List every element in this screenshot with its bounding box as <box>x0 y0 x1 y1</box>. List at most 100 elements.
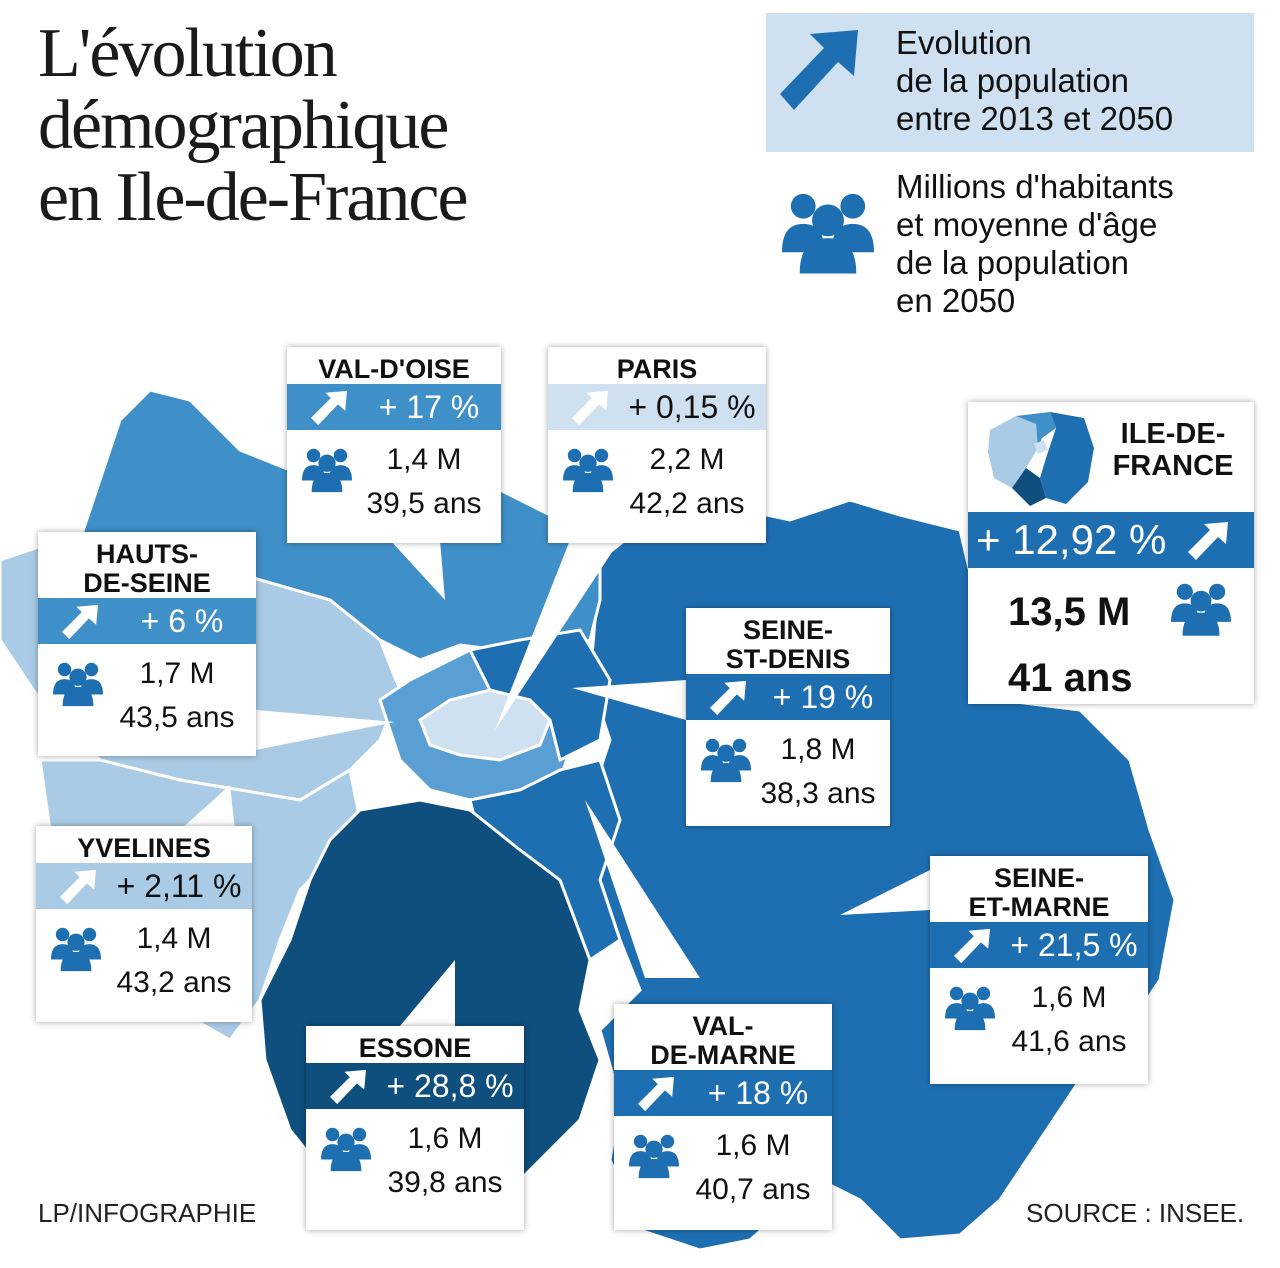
department-name-line: PARIS <box>616 354 698 384</box>
department-change: + 0,15 % <box>628 389 756 425</box>
arrow-up-right-icon <box>60 869 96 905</box>
region-change-band: + 12,92 % <box>968 512 1254 568</box>
department-stats: 1,8 M 38,3 ans <box>686 720 890 820</box>
department-name-line: DE-SEINE <box>83 568 211 598</box>
department-age: 39,5 ans <box>366 487 482 520</box>
department-card-hauts-de-seine: HAUTS- DE-SEINE + 6 % 1,7 M 43,5 ans <box>38 532 256 756</box>
department-stats: 1,4 M 39,5 ans <box>287 430 501 530</box>
department-stats: 1,4 M 43,2 ans <box>36 909 252 1009</box>
department-name: SEINE- ET-MARNE <box>930 856 1148 922</box>
source-label: SOURCE : INSEE. <box>1026 1198 1245 1228</box>
arrow-up-right-icon <box>780 30 858 110</box>
department-name-line: VAL- <box>692 1011 754 1041</box>
legend-evolution-line: entre 2013 et 2050 <box>896 100 1174 137</box>
department-age: 40,7 ans <box>695 1173 811 1206</box>
department-population: 2,2 M <box>649 443 725 476</box>
people-group-icon <box>51 927 101 972</box>
pointer-seine-st-denis <box>572 680 686 720</box>
pointer-val-d-oise <box>390 540 445 600</box>
arrow-up-right-icon <box>954 928 990 964</box>
department-population: 1,4 M <box>136 922 212 955</box>
department-name: YVELINES <box>36 826 252 863</box>
department-name-line: ET-MARNE <box>968 892 1110 922</box>
region-change: + 12,92 % <box>976 516 1167 563</box>
department-name-line: SEINE- <box>993 863 1085 893</box>
pointer-val-de-marne <box>585 800 700 978</box>
department-card-paris: PARIS + 0,15 % 2,2 M 42,2 ans <box>548 347 766 543</box>
people-group-icon <box>1171 583 1231 636</box>
department-name-line: DE-MARNE <box>650 1040 796 1070</box>
department-population: 1,8 M <box>780 733 856 766</box>
title-line-2: démographique <box>38 87 449 164</box>
department-card-val-de-marne: VAL- DE-MARNE + 18 % 1,6 M 40,7 ans <box>614 1004 832 1230</box>
department-name-line: VAL-D'OISE <box>318 354 470 384</box>
department-change: + 2,11 % <box>116 868 242 904</box>
department-name: ESSONE <box>306 1026 524 1063</box>
department-change: + 6 % <box>140 603 224 639</box>
department-card-essone: ESSONE + 28,8 % 1,6 M 39,8 ans <box>306 1026 524 1230</box>
department-population: 1,6 M <box>407 1122 483 1155</box>
department-change-band: + 17 % <box>287 384 501 430</box>
department-age: 38,3 ans <box>760 777 876 810</box>
department-stats: 1,6 M 41,6 ans <box>930 968 1148 1068</box>
department-name-line: SEINE- <box>742 615 834 645</box>
department-change-band: + 18 % <box>614 1070 832 1116</box>
department-change: + 21,5 % <box>1010 927 1138 963</box>
department-stats: 1,6 M 39,8 ans <box>306 1109 524 1209</box>
department-change-band: + 28,8 % <box>306 1063 524 1109</box>
arrow-up-right-icon <box>62 604 98 640</box>
department-stats: 1,7 M 43,5 ans <box>38 644 256 744</box>
people-group-icon <box>701 738 751 783</box>
pointer-yvelines <box>180 785 235 830</box>
department-name: PARIS <box>548 347 766 384</box>
region-name-line: ILE-DE- <box>1120 418 1226 450</box>
page-title: L'évolution démographique en Ile-de-Fran… <box>38 18 598 234</box>
region-name-line: FRANCE <box>1112 450 1234 482</box>
people-group-icon <box>629 1134 679 1179</box>
department-change-band: + 21,5 % <box>930 922 1148 968</box>
legend-population-line: en 2050 <box>896 282 1016 319</box>
region-paris <box>418 688 552 762</box>
ile-de-france-mini-map-icon <box>988 412 1094 506</box>
department-name: SEINE- ST-DENIS <box>686 608 890 674</box>
department-age: 39,8 ans <box>387 1166 503 1199</box>
department-name: HAUTS- DE-SEINE <box>38 532 256 598</box>
department-card-val-d-oise: VAL-D'OISE + 17 % 1,4 M 39,5 ans <box>287 347 501 543</box>
arrow-up-right-icon <box>572 390 608 426</box>
arrow-up-right-icon <box>710 680 746 716</box>
department-stats: 1,6 M 40,7 ans <box>614 1116 832 1216</box>
region-summary-card: ILE-DE- FRANCE + 12,92 % 13,5 M 41 ans <box>968 402 1254 704</box>
department-card-seine-st-denis: SEINE- ST-DENIS + 19 % 1,8 M 38,3 ans <box>686 608 890 826</box>
region-population: 13,5 M <box>1008 590 1131 634</box>
pointer-seine-et-marne <box>840 870 930 915</box>
department-age: 43,5 ans <box>119 701 235 734</box>
department-change-band: + 6 % <box>38 598 256 644</box>
department-name-line: ST-DENIS <box>725 644 851 674</box>
people-group-icon <box>782 193 874 274</box>
department-age: 42,2 ans <box>629 487 745 520</box>
department-change: + 19 % <box>772 679 874 715</box>
pointer-hauts-de-seine <box>256 710 395 750</box>
pointer-paris <box>495 540 620 730</box>
legend-population-line: Millions d'habitants <box>896 168 1174 205</box>
department-population: 1,6 M <box>1031 981 1107 1014</box>
department-name-line: YVELINES <box>77 833 211 863</box>
region-name: ILE-DE- FRANCE <box>1098 418 1248 482</box>
legend-population-line: de la population <box>896 244 1130 281</box>
legend-evolution-line: Evolution <box>896 24 1032 61</box>
people-group-icon <box>53 662 103 707</box>
department-population: 1,7 M <box>139 657 215 690</box>
title-line-3: en Ile-de-France <box>38 159 469 236</box>
people-group-icon <box>321 1127 371 1172</box>
department-card-seine-et-marne: SEINE- ET-MARNE + 21,5 % 1,6 M 41,6 ans <box>930 856 1148 1084</box>
department-name-line: ESSONE <box>358 1033 472 1063</box>
department-change-band: + 0,15 % <box>548 384 766 430</box>
arrow-up-right-icon <box>638 1076 674 1112</box>
pointer-essone <box>400 960 455 1026</box>
department-change: + 18 % <box>707 1075 809 1111</box>
region-age: 41 ans <box>1008 656 1133 700</box>
department-age: 41,6 ans <box>1011 1025 1127 1058</box>
department-change: + 17 % <box>378 389 480 425</box>
credit-label: LP/INFOGRAPHIE <box>38 1198 257 1228</box>
department-name: VAL- DE-MARNE <box>614 1004 832 1070</box>
